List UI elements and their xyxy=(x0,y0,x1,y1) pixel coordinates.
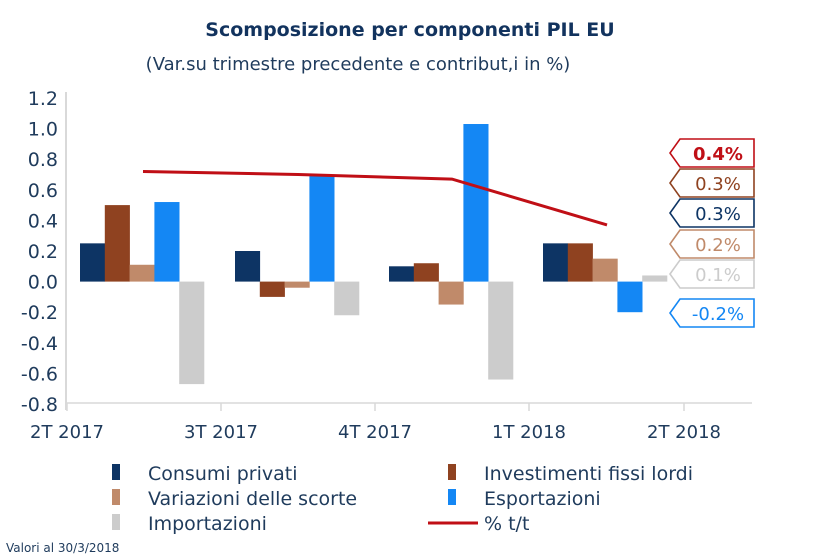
y-tick-label: 1.0 xyxy=(28,119,58,141)
x-tick-label: 2T 2018 xyxy=(647,422,721,443)
bar-consumi-privati xyxy=(389,266,415,282)
bar-investimenti-fissi-lordi xyxy=(413,263,439,282)
legend-label: Consumi privati xyxy=(148,463,297,485)
value-tag-label: 0.1% xyxy=(695,265,741,286)
y-tick-label: -0.6 xyxy=(21,363,58,385)
x-tick-label: 2T 2017 xyxy=(30,422,104,443)
legend-item: Importazioni xyxy=(112,513,267,535)
bar-consumi-privati xyxy=(235,251,261,282)
x-tick-label: 4T 2017 xyxy=(338,422,412,443)
legend-swatch xyxy=(112,489,120,505)
bar-importazioni xyxy=(179,281,205,385)
bar-variazioni-delle-scorte xyxy=(438,281,464,305)
legend-swatch xyxy=(112,514,120,530)
value-tag-box xyxy=(669,298,755,328)
legend-swatch xyxy=(448,464,456,480)
bar-esportazioni xyxy=(309,176,335,282)
bar-variazioni-delle-scorte xyxy=(284,281,310,288)
value-tag-label: 0.4% xyxy=(693,144,743,165)
bars xyxy=(80,124,668,385)
y-tick-label: 1.2 xyxy=(28,88,58,110)
y-tick-label: 0.2 xyxy=(28,241,58,263)
bar-esportazioni xyxy=(617,281,643,313)
bar-esportazioni xyxy=(463,124,489,282)
legend-item: Investimenti fissi lordi xyxy=(448,463,693,485)
value-tag: 0.1% xyxy=(669,259,755,289)
bar-investimenti-fissi-lordi xyxy=(104,205,130,282)
y-tick-label: -0.4 xyxy=(21,333,58,355)
bar-consumi-privati xyxy=(80,243,106,282)
legend-item: Esportazioni xyxy=(448,488,601,510)
legend-swatch xyxy=(448,489,456,505)
chart-subtitle: (Var.su trimestre precedente e contribut… xyxy=(146,54,571,75)
value-tag: 0.3% xyxy=(669,168,755,198)
value-tag: 0.2% xyxy=(669,229,755,259)
chart-title: Scomposizione per componenti PIL EU xyxy=(205,19,614,41)
legend-item: Consumi privati xyxy=(112,463,297,485)
bar-importazioni xyxy=(488,281,514,380)
y-tick-label: 0.8 xyxy=(28,149,58,171)
value-tag-box xyxy=(669,259,755,289)
value-tag-label: -0.2% xyxy=(692,304,744,325)
value-tag-label: 0.3% xyxy=(695,204,741,225)
legend-label: Importazioni xyxy=(148,513,267,535)
bar-importazioni xyxy=(334,281,360,316)
bar-investimenti-fissi-lordi xyxy=(567,243,593,282)
value-tag: 0.4% xyxy=(669,138,755,168)
legend-swatch xyxy=(112,464,120,480)
y-tick-label: 0.4 xyxy=(28,210,58,232)
value-tag-box xyxy=(669,229,755,259)
x-tick-label: 3T 2017 xyxy=(184,422,258,443)
legend-label: Investimenti fissi lordi xyxy=(484,463,693,485)
bar-variazioni-delle-scorte xyxy=(592,258,618,282)
legend-label: % t/t xyxy=(484,513,529,535)
bar-consumi-privati xyxy=(543,243,569,282)
bar-investimenti-fissi-lordi xyxy=(259,281,285,297)
value-tag-box xyxy=(669,138,755,168)
y-tick-label: -0.2 xyxy=(21,302,58,324)
bar-importazioni xyxy=(642,275,668,282)
y-tick-label: 0.0 xyxy=(28,272,58,294)
legend-item: % t/t xyxy=(428,513,529,535)
value-tag-box xyxy=(669,198,755,228)
bar-variazioni-delle-scorte xyxy=(129,264,155,282)
x-tick-label: 1T 2018 xyxy=(492,422,566,443)
value-tag-box xyxy=(669,168,755,198)
value-tag-label: 0.3% xyxy=(695,174,741,195)
value-tag: 0.3% xyxy=(669,198,755,228)
footer-note: Valori al 30/3/2018 xyxy=(6,541,119,555)
x-axis-ticks: 2T 2017 3T 2017 4T 2017 1T 2018 2T 2018 xyxy=(30,403,721,443)
y-axis-ticks: 1.2 1.0 0.8 0.6 0.4 0.2 0.0 -0.2 -0.4 -0.6 -0.8 xyxy=(21,88,58,416)
line-series xyxy=(142,169,608,227)
legend-label: Variazioni delle scorte xyxy=(148,488,357,510)
bar-esportazioni xyxy=(154,202,180,282)
legend: Consumi privati Investimenti fissi lordi V… xyxy=(112,463,693,535)
value-tags: 0.4% 0.3% 0.3% 0.2% 0.1% -0.2% xyxy=(669,138,755,328)
legend-item: Variazioni delle scorte xyxy=(112,488,357,510)
y-tick-label: -0.8 xyxy=(21,394,58,416)
value-tag-label: 0.2% xyxy=(695,235,741,256)
legend-label: Esportazioni xyxy=(484,488,601,510)
value-tag: -0.2% xyxy=(669,298,755,328)
y-tick-label: 0.6 xyxy=(28,180,58,202)
line-pct-tt xyxy=(142,169,608,227)
